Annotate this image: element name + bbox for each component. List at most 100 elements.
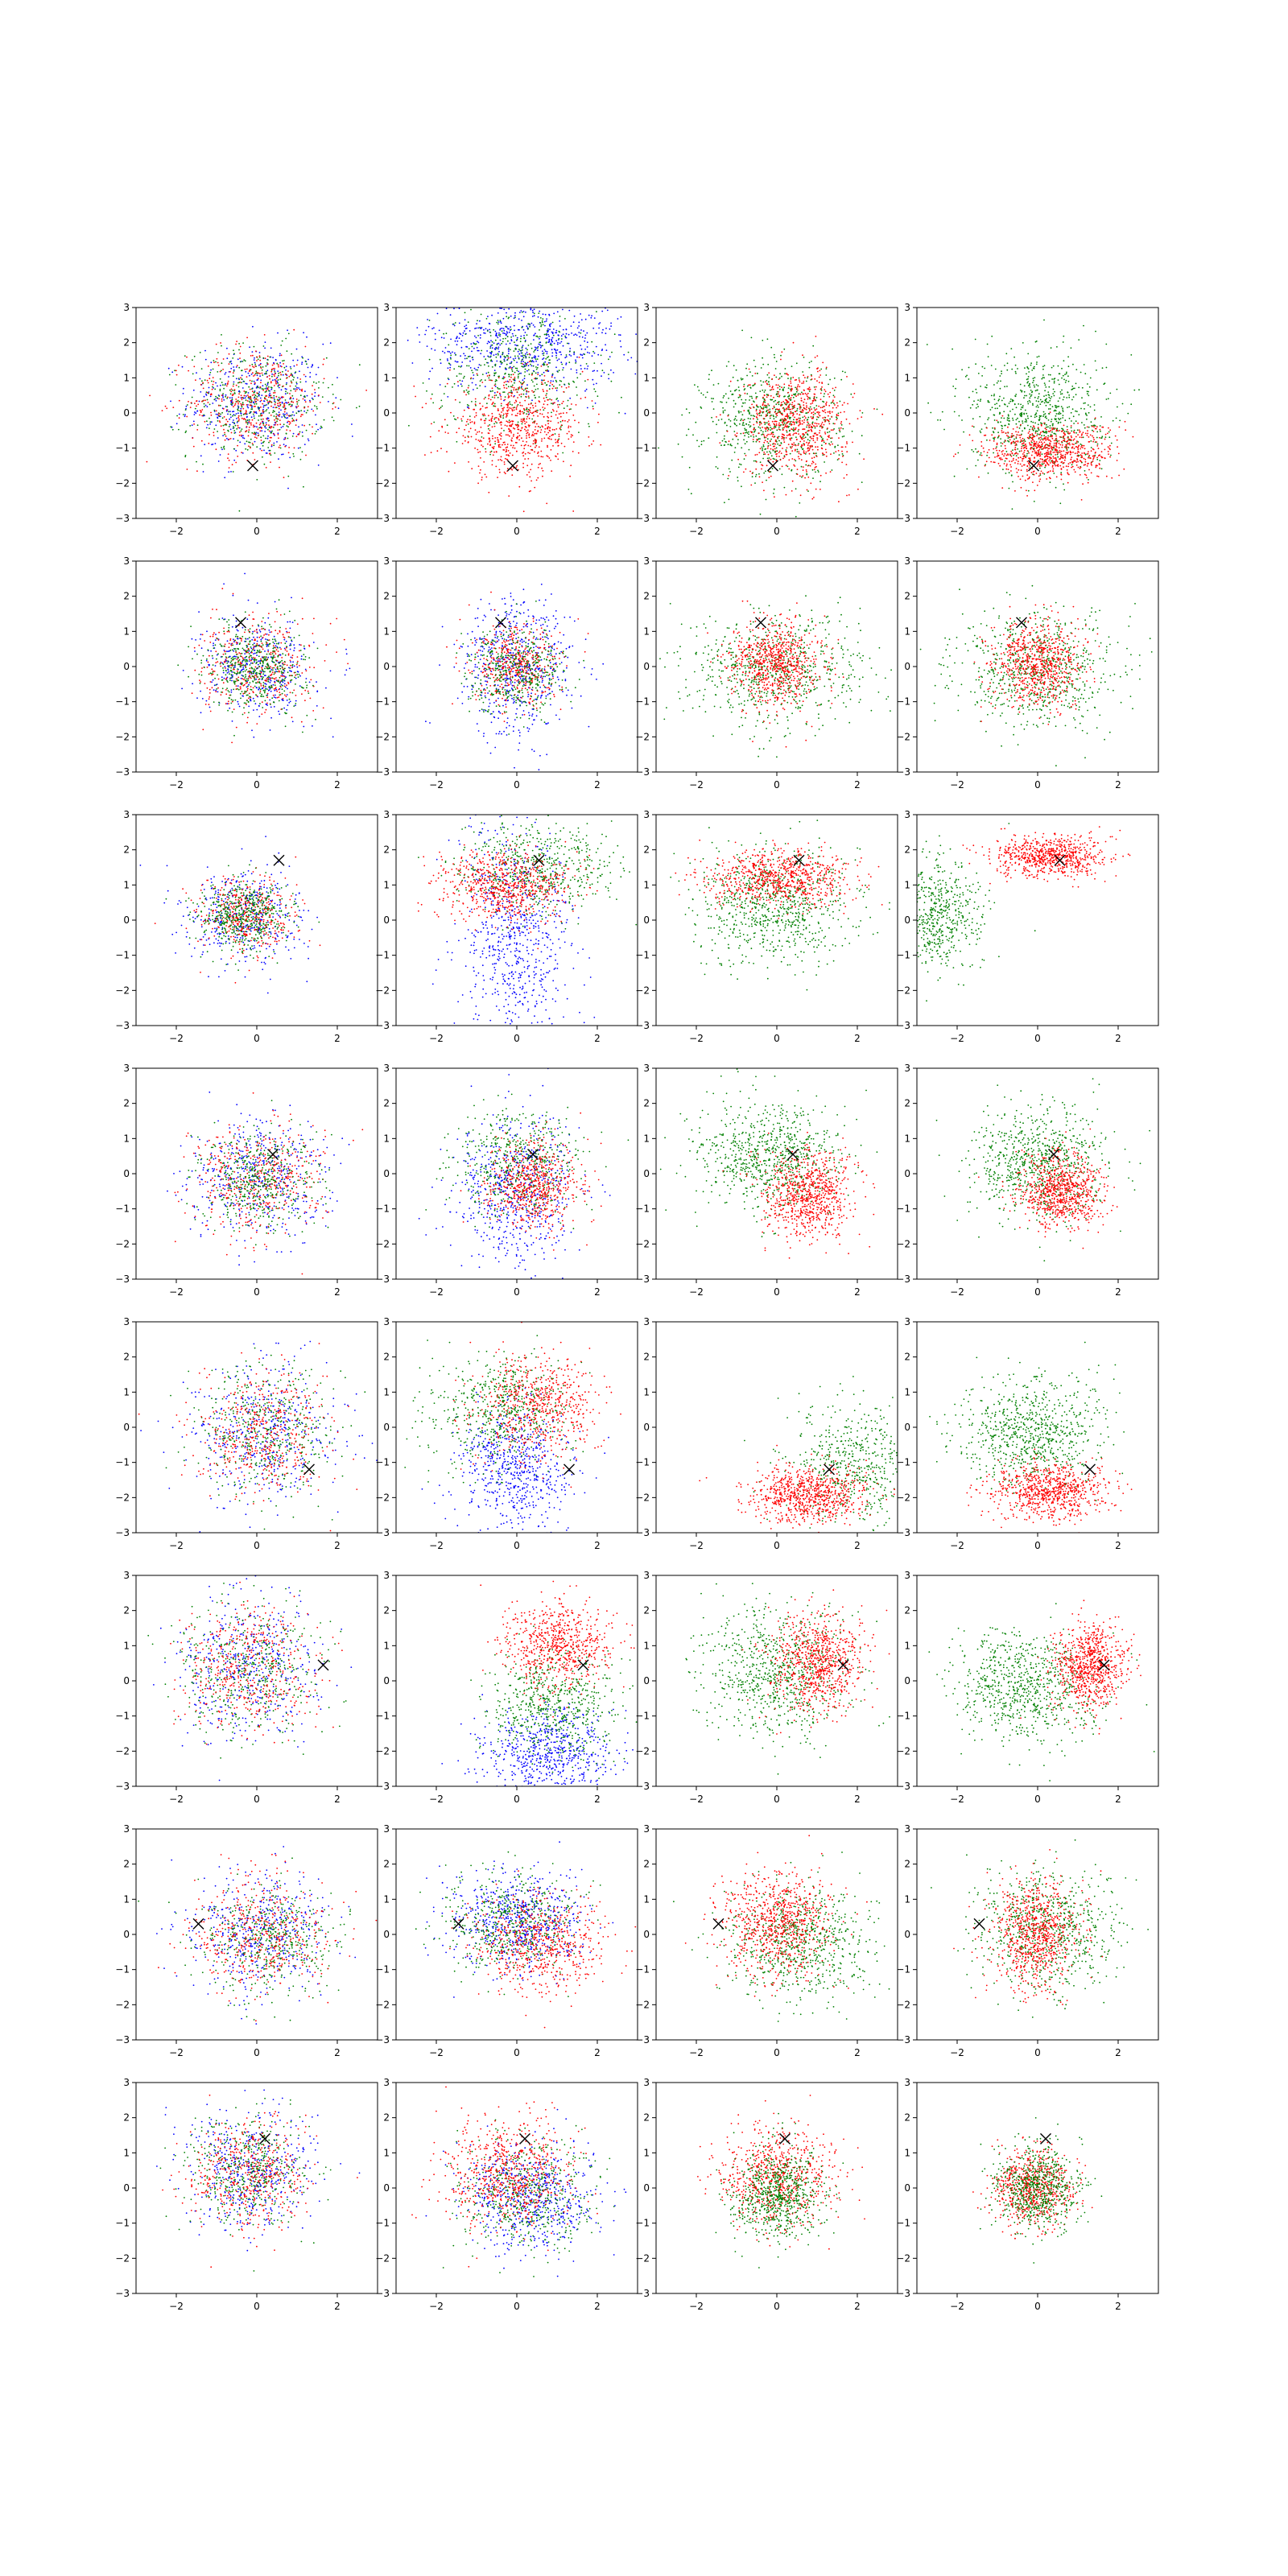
data-point — [1046, 432, 1047, 434]
data-point — [1043, 431, 1045, 434]
data-point — [514, 427, 516, 430]
data-point — [783, 383, 786, 386]
data-point — [466, 357, 468, 360]
data-point — [245, 412, 247, 414]
data-point — [543, 400, 546, 402]
data-point — [1073, 429, 1075, 431]
data-point — [823, 441, 825, 444]
data-point — [535, 366, 537, 368]
data-point — [509, 452, 511, 454]
data-point — [758, 440, 761, 443]
data-point — [1032, 402, 1034, 405]
data-point — [430, 452, 432, 453]
data-point — [304, 375, 307, 378]
data-point — [533, 357, 535, 358]
data-point — [275, 415, 278, 418]
data-point — [573, 352, 576, 354]
data-point — [251, 419, 254, 421]
data-point — [240, 415, 242, 417]
data-point — [295, 424, 297, 426]
data-point — [237, 415, 240, 417]
data-point — [440, 448, 442, 449]
data-point — [787, 387, 790, 389]
data-point — [496, 335, 497, 337]
data-point — [270, 394, 272, 397]
data-point — [471, 305, 473, 307]
data-point — [270, 454, 272, 456]
data-point — [286, 382, 287, 384]
data-point — [277, 370, 279, 372]
data-point — [240, 430, 242, 432]
data-point — [456, 417, 459, 419]
data-point — [262, 390, 264, 391]
data-point — [254, 401, 257, 403]
data-point — [262, 435, 265, 437]
data-point — [800, 411, 803, 413]
data-point — [286, 429, 288, 431]
data-point — [772, 457, 774, 460]
data-point — [716, 467, 719, 469]
data-point — [262, 385, 264, 387]
data-point — [272, 407, 275, 408]
data-point — [501, 330, 503, 332]
data-point — [469, 330, 471, 332]
data-point — [534, 355, 536, 357]
data-point — [831, 411, 833, 413]
data-point — [497, 353, 499, 355]
data-point — [494, 349, 497, 350]
data-point — [781, 351, 783, 353]
data-point — [450, 411, 452, 414]
data-point — [332, 419, 335, 422]
data-point — [526, 334, 528, 336]
data-point — [251, 363, 254, 365]
data-point — [1003, 417, 1005, 419]
data-point — [518, 485, 521, 488]
data-point — [312, 305, 314, 307]
data-point — [610, 380, 613, 382]
data-point — [471, 350, 473, 353]
data-point — [477, 302, 478, 303]
data-point — [509, 342, 511, 345]
data-point — [770, 389, 771, 391]
data-point — [838, 501, 840, 503]
data-point — [182, 393, 184, 394]
data-point — [485, 407, 487, 409]
data-point — [469, 367, 472, 369]
data-point — [600, 354, 602, 357]
data-point — [526, 410, 528, 412]
data-point — [1037, 423, 1039, 426]
data-point — [827, 411, 829, 413]
data-point — [526, 407, 528, 409]
data-point — [233, 430, 236, 431]
data-point — [260, 382, 262, 384]
data-point — [1089, 406, 1092, 408]
data-point — [230, 362, 233, 365]
data-point — [260, 436, 262, 439]
data-point — [302, 414, 303, 415]
data-point — [818, 382, 820, 384]
data-point — [819, 411, 820, 414]
data-point — [547, 330, 550, 332]
data-point — [526, 369, 528, 372]
data-point — [546, 351, 548, 353]
data-point — [791, 412, 793, 415]
data-point — [241, 404, 242, 407]
data-point — [767, 445, 769, 448]
data-point — [501, 308, 502, 309]
data-point — [799, 414, 801, 415]
data-point — [449, 369, 451, 371]
data-point — [505, 356, 506, 358]
data-point — [229, 414, 232, 415]
data-point — [489, 374, 490, 376]
data-point — [745, 431, 748, 433]
data-point — [841, 370, 844, 373]
data-point — [256, 379, 258, 381]
data-point — [532, 407, 535, 409]
data-point — [1095, 330, 1096, 332]
data-point — [569, 278, 571, 279]
data-point — [597, 281, 598, 283]
data-point — [505, 416, 507, 418]
data-point — [516, 361, 518, 363]
data-point — [250, 422, 252, 424]
data-point — [807, 396, 810, 398]
